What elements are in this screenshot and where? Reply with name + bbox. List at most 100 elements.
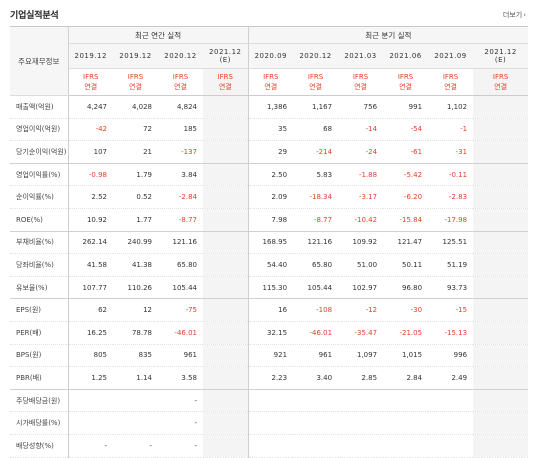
row-label: 부채비율(%) xyxy=(10,230,69,255)
table-cell: 961 xyxy=(293,344,339,368)
table-cell xyxy=(473,366,529,390)
ifrs-bottom: 연결 xyxy=(399,83,412,91)
ifrs-bottom: 연결 xyxy=(494,83,508,91)
period-label: 2021.03 xyxy=(344,52,377,60)
table-cell: 921 xyxy=(248,344,294,368)
table-cell: -24 xyxy=(338,140,384,164)
table-cell: 12 xyxy=(113,298,158,322)
table-cell: 105.44 xyxy=(293,276,339,300)
table-cell: 7.98 xyxy=(248,208,294,232)
table-cell xyxy=(248,388,294,413)
table-cell: 62 xyxy=(68,298,113,322)
table-cell: -46.01 xyxy=(158,321,203,345)
ifrs-label: IFRS 연결 xyxy=(338,68,384,96)
table-cell xyxy=(473,276,529,300)
table-cell: 185 xyxy=(158,118,203,142)
table-row: ROE(%) 10.92 1.77 -8.77 7.98 -8.77 -10.42 -15.8… xyxy=(10,208,529,232)
table-cell: 991 xyxy=(383,95,429,119)
period-header: 2019.12 xyxy=(113,43,158,69)
ifrs-label: IFRS 연결 xyxy=(158,68,203,96)
table-row: 부채비율(%) 262.14 240.99 121.16 168.95 121.16 109… xyxy=(10,230,529,255)
table-row: 영업이익(억원) -42 72 185 35 68 -14 -54 -1 xyxy=(10,118,529,142)
row-label: PBR(배) xyxy=(10,366,69,390)
ifrs-label: IFRS 연결 xyxy=(248,68,294,96)
ifrs-label: IFRS 연결 xyxy=(293,68,339,96)
period-label: 2019.12 xyxy=(119,52,152,60)
ifrs-label: IFRS 연결 xyxy=(473,68,529,96)
ifrs-bottom: 연결 xyxy=(444,83,457,91)
table-cell: 54.40 xyxy=(248,253,294,277)
period-label: 2020.12 xyxy=(164,52,197,60)
table-cell xyxy=(203,366,249,390)
table-cell xyxy=(293,411,339,435)
table-cell xyxy=(203,118,249,142)
table-cell xyxy=(203,434,249,458)
table-cell: 115.30 xyxy=(248,276,294,300)
table-cell: -0.98 xyxy=(68,162,113,187)
table-cell: -2.83 xyxy=(428,185,474,209)
table-cell: 107.77 xyxy=(68,276,113,300)
quarterly-results-header: 최근 분기 실적 xyxy=(248,26,529,44)
ifrs-top: IFRS xyxy=(172,73,189,81)
table-cell xyxy=(68,388,113,413)
table-cell: -1 xyxy=(428,118,474,142)
table-cell: -30 xyxy=(383,298,429,322)
ifrs-top: IFRS xyxy=(263,73,279,81)
period-label: 2020.12 xyxy=(299,52,332,60)
table-row: 시가배당률(%) - xyxy=(10,411,529,435)
ifrs-label: IFRS 연결 xyxy=(383,68,429,96)
table-cell xyxy=(383,388,429,413)
table-cell xyxy=(203,253,249,277)
table-cell: 72 xyxy=(113,118,158,142)
ifrs-top: IFRS xyxy=(397,73,414,81)
table-cell: -10.42 xyxy=(338,208,384,232)
ifrs-bottom: 연결 xyxy=(354,83,367,91)
table-cell: 68 xyxy=(293,118,339,142)
table-cell: -14 xyxy=(338,118,384,142)
table-cell xyxy=(203,162,249,187)
ifrs-bottom: 연결 xyxy=(174,83,187,91)
key-financials-label: 주요재무정보 xyxy=(10,26,69,96)
table-cell: 110.26 xyxy=(113,276,158,300)
table-cell: 2.52 xyxy=(68,185,113,209)
table-cell: 2.85 xyxy=(338,366,384,390)
table-cell xyxy=(473,185,529,209)
table-cell: 21 xyxy=(113,140,158,164)
table-cell xyxy=(473,95,529,119)
table-row: 순이익률(%) 2.52 0.52 -2.84 2.09 -18.34 -3.17 -6.20… xyxy=(10,185,529,209)
table-cell xyxy=(203,230,249,255)
table-cell: 5.83 xyxy=(293,162,339,187)
table-cell: 1,015 xyxy=(383,344,429,368)
table-cell: -21.05 xyxy=(383,321,429,345)
table-cell xyxy=(203,208,249,232)
table-cell: 65.80 xyxy=(158,253,203,277)
table-cell xyxy=(293,434,339,458)
table-cell: -54 xyxy=(383,118,429,142)
more-link[interactable]: 더보기› xyxy=(503,10,526,20)
ifrs-top: IFRS xyxy=(442,73,459,81)
period-header: 2021.09 xyxy=(428,43,474,69)
table-cell: - xyxy=(113,434,158,458)
row-label: 매출액(억원) xyxy=(10,95,69,119)
ifrs-top: IFRS xyxy=(83,73,99,81)
table-cell xyxy=(473,321,529,345)
table-cell: 29 xyxy=(248,140,294,164)
table-cell: -75 xyxy=(158,298,203,322)
table-cell: 41.58 xyxy=(68,253,113,277)
table-cell: 1,167 xyxy=(293,95,339,119)
table-cell xyxy=(203,298,249,322)
table-row: 당좌비율(%) 41.58 41.38 65.80 54.40 65.80 51.00 50.… xyxy=(10,253,529,277)
table-cell: 1,102 xyxy=(428,95,474,119)
table-row: PER(배) 16.25 78.78 -46.01 32.15 -46.01 -35.47-… xyxy=(10,321,529,345)
table-cell: 2.09 xyxy=(248,185,294,209)
table-cell: 1.77 xyxy=(113,208,158,232)
table-cell: -2.84 xyxy=(158,185,203,209)
table-cell xyxy=(68,411,113,435)
table-cell xyxy=(473,344,529,368)
table-cell xyxy=(473,162,529,187)
estimate-mark: (E) xyxy=(219,56,231,64)
row-label: 당기순이익(억원) xyxy=(10,140,69,164)
table-cell: 835 xyxy=(113,344,158,368)
table-cell: -35.47 xyxy=(338,321,384,345)
table-cell: -137 xyxy=(158,140,203,164)
